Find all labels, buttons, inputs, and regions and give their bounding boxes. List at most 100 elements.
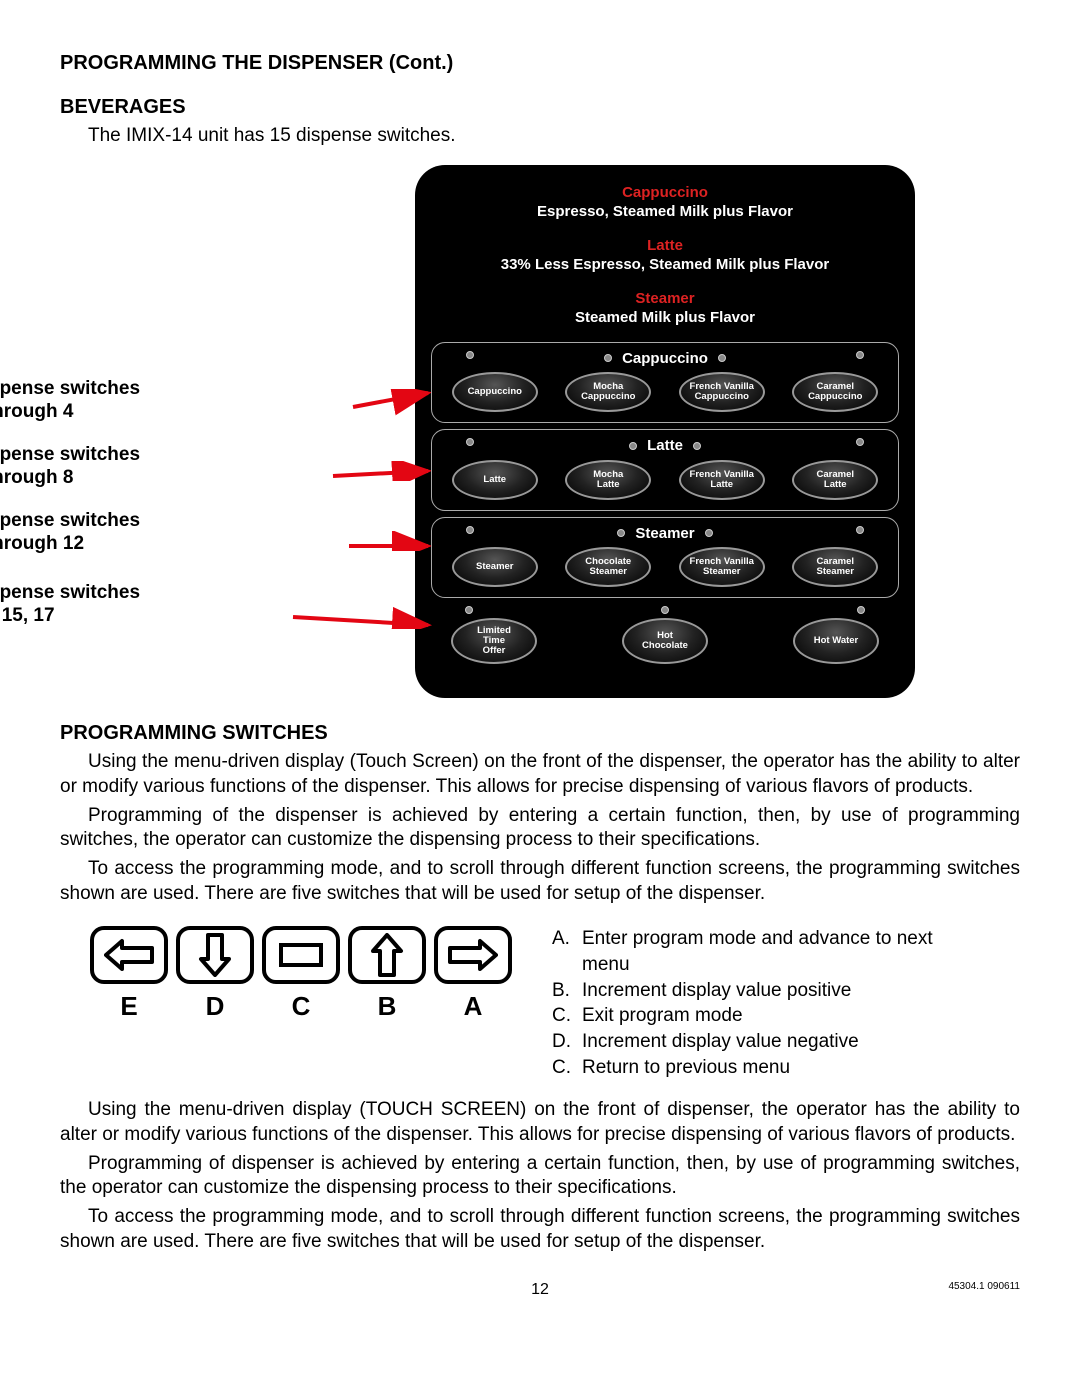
def-desc: Steamed Milk plus Flavor	[427, 308, 903, 328]
side-label-4: Dispense switches 13, 15, 17	[0, 581, 180, 629]
switch-D: D	[176, 926, 254, 1024]
led-dot	[856, 526, 864, 534]
switch-A: A	[434, 926, 512, 1024]
para5: Programming of dispenser is achieved by …	[60, 1152, 1020, 1201]
led-dot	[661, 606, 669, 614]
def-text: Return to previous menu	[582, 1055, 790, 1081]
switch-B: B	[348, 926, 426, 1024]
group-bottom: LimitedTimeOffer HotChocolate Hot Water	[431, 604, 899, 674]
led-dot	[705, 529, 713, 537]
group-latte: Latte Latte MochaLatte French VanillaLat…	[431, 429, 899, 511]
side-label-2: Dispense switches 5 through 8	[0, 443, 180, 491]
side-label-text: Dispense switches	[0, 444, 140, 465]
switch-letter: B	[378, 990, 397, 1024]
def-text: Increment display value positive	[582, 978, 851, 1004]
switch-up-arrow[interactable]	[348, 926, 426, 984]
switch-rect[interactable]	[262, 926, 340, 984]
dispense-button[interactable]: HotChocolate	[622, 618, 708, 664]
switch-right-arrow[interactable]	[434, 926, 512, 984]
doc-code: 45304.1 090611	[948, 1280, 1020, 1293]
switch-E: E	[90, 926, 168, 1024]
intro-text: The IMIX-14 unit has 15 dispense switche…	[88, 124, 1020, 149]
def-text: Exit program mode	[582, 1003, 743, 1029]
group-header-text: Latte	[647, 436, 683, 456]
def-letter: B.	[552, 978, 582, 1004]
led-dot	[718, 354, 726, 362]
dispense-button[interactable]: French VanillaCappuccino	[679, 372, 765, 412]
led-dot	[629, 442, 637, 450]
switch-letter: A	[464, 990, 483, 1024]
group-header-text: Cappuccino	[622, 349, 708, 369]
arrow-1	[163, 389, 438, 419]
dispense-button[interactable]: CaramelSteamer	[792, 547, 878, 587]
led-dot	[617, 529, 625, 537]
def-text: Enter program mode and advance to next m…	[582, 926, 942, 977]
group-cappuccino: Cappuccino Cappuccino MochaCappuccino Fr…	[431, 342, 899, 424]
def-title: Cappuccino	[427, 183, 903, 203]
arrow-4	[163, 599, 438, 629]
panel-wrap: Dispense switches 1 through 4 Dispense s…	[165, 159, 915, 699]
def-letter: A.	[552, 926, 582, 977]
def-title: Steamer	[427, 289, 903, 309]
side-label-text: Dispense switches	[0, 510, 140, 531]
side-label-text: 9 through 12	[0, 533, 84, 554]
page-title: PROGRAMMING THE DISPENSER (Cont.)	[60, 50, 1020, 76]
para4: Using the menu-driven display (TOUCH SCR…	[60, 1098, 1020, 1147]
switch-diagram: E D C B A	[60, 926, 512, 1024]
dispense-button[interactable]: CaramelCappuccino	[792, 372, 878, 412]
switch-down-arrow[interactable]	[176, 926, 254, 984]
group-header: Latte	[438, 436, 892, 456]
led-dot	[466, 351, 474, 359]
switch-left-arrow[interactable]	[90, 926, 168, 984]
side-label-text: Dispense switches	[0, 582, 140, 603]
def-text: Increment display value negative	[582, 1029, 859, 1055]
dispense-button[interactable]: ChocolateSteamer	[565, 547, 651, 587]
dispense-button[interactable]: Latte	[452, 460, 538, 500]
def-letter: D.	[552, 1029, 582, 1055]
group-header: Steamer	[438, 524, 892, 544]
side-label-text: 13, 15, 17	[0, 605, 55, 626]
def-desc: Espresso, Steamed Milk plus Flavor	[427, 202, 903, 222]
switch-definitions: A.Enter program mode and advance to next…	[552, 926, 942, 1080]
para6: To access the programming mode, and to s…	[60, 1205, 1020, 1254]
footer: 12 45304.1 090611	[60, 1280, 1020, 1301]
switch-letter: D	[206, 990, 225, 1024]
dispense-button[interactable]: French VanillaLatte	[679, 460, 765, 500]
led-dot	[857, 606, 865, 614]
arrow-2	[163, 461, 438, 481]
dispense-button[interactable]: French VanillaSteamer	[679, 547, 765, 587]
beverages-heading: BEVERAGES	[60, 94, 1020, 120]
dispense-button[interactable]: Hot Water	[793, 618, 879, 664]
side-label-text: 5 through 8	[0, 467, 73, 488]
led-dot	[693, 442, 701, 450]
def-letter: C.	[552, 1003, 582, 1029]
switch-letter: E	[120, 990, 137, 1024]
group-steamer: Steamer Steamer ChocolateSteamer French …	[431, 517, 899, 599]
side-label-3: Dispense switches 9 through 12	[0, 509, 180, 557]
dispense-button[interactable]: Steamer	[452, 547, 538, 587]
group-header: Cappuccino	[438, 349, 892, 369]
arrow-3	[163, 531, 438, 551]
side-label-text: 1 through 4	[0, 401, 73, 422]
led-dot	[856, 351, 864, 359]
def-letter: C.	[552, 1055, 582, 1081]
dispense-button[interactable]: Cappuccino	[452, 372, 538, 412]
para2: Programming of the dispenser is achieved…	[60, 804, 1020, 853]
side-label-1: Dispense switches 1 through 4	[0, 377, 180, 425]
led-dot	[604, 354, 612, 362]
switch-C: C	[262, 926, 340, 1024]
page-number: 12	[531, 1280, 549, 1301]
def-desc: 33% Less Espresso, Steamed Milk plus Fla…	[427, 255, 903, 275]
dispense-button[interactable]: MochaLatte	[565, 460, 651, 500]
dispense-button[interactable]: CaramelLatte	[792, 460, 878, 500]
group-header-text: Steamer	[635, 524, 694, 544]
def-title: Latte	[427, 236, 903, 256]
switch-letter: C	[292, 990, 311, 1024]
para3: To access the programming mode, and to s…	[60, 857, 1020, 906]
dispense-button[interactable]: LimitedTimeOffer	[451, 618, 537, 664]
para1: Using the menu-driven display (Touch Scr…	[60, 750, 1020, 799]
dispenser-panel: Cappuccino Espresso, Steamed Milk plus F…	[415, 165, 915, 699]
led-dot	[465, 606, 473, 614]
dispense-button[interactable]: MochaCappuccino	[565, 372, 651, 412]
led-dot	[466, 526, 474, 534]
